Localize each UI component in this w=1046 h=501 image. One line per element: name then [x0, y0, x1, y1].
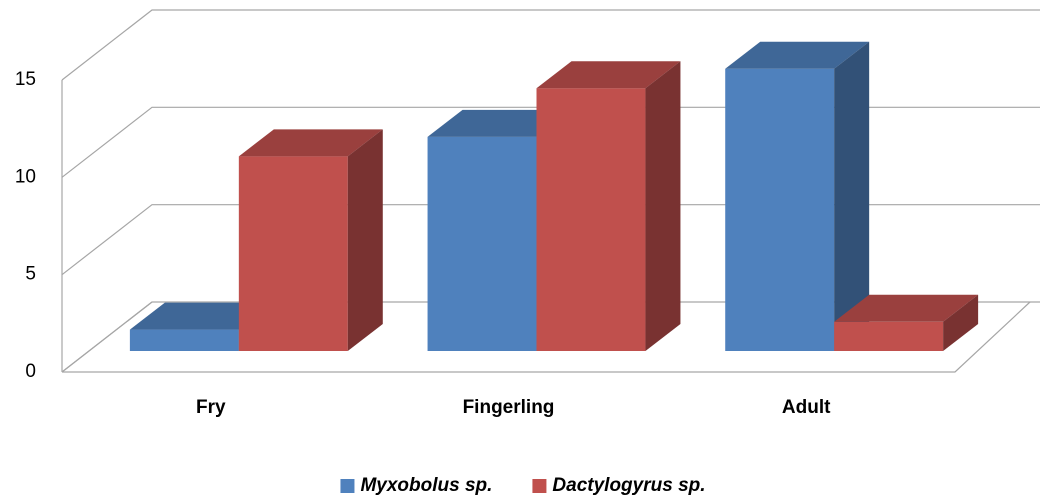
grid-line [61, 9, 1040, 81]
x-tick-label: Fry [196, 397, 226, 418]
bar-top [725, 41, 870, 69]
bar-side [943, 294, 979, 351]
bar-front [427, 136, 537, 351]
bar-top [834, 294, 979, 322]
bar-front [536, 88, 646, 351]
legend-swatch [340, 479, 355, 493]
bar-front [834, 321, 944, 351]
bar-top [427, 109, 572, 137]
bar [834, 294, 979, 351]
bar-top [129, 302, 274, 330]
bar-top [238, 129, 383, 157]
bar-front [238, 156, 348, 351]
bar-side [645, 61, 681, 351]
y-tick-label: 0 [25, 361, 36, 382]
bar [536, 61, 681, 351]
legend-label: Dactylogyrus sp. [552, 475, 705, 496]
bar-side [347, 129, 383, 351]
y-tick-label: 5 [25, 264, 36, 285]
bar-side [834, 41, 870, 351]
legend: Myxobolus sp. Dactylogyrus sp. [340, 475, 706, 496]
bar-front [129, 329, 239, 351]
bar [725, 41, 870, 351]
x-tick-label: Fingerling [463, 397, 555, 418]
legend-swatch [532, 479, 547, 493]
legend-label: Myxobolus sp. [360, 475, 492, 496]
x-tick-label: Adult [782, 397, 831, 418]
y-tick-label: 15 [15, 69, 36, 90]
y-tick-label: 10 [15, 166, 36, 187]
bar [238, 129, 383, 351]
bar-front [725, 68, 835, 351]
bar-top [536, 61, 681, 89]
